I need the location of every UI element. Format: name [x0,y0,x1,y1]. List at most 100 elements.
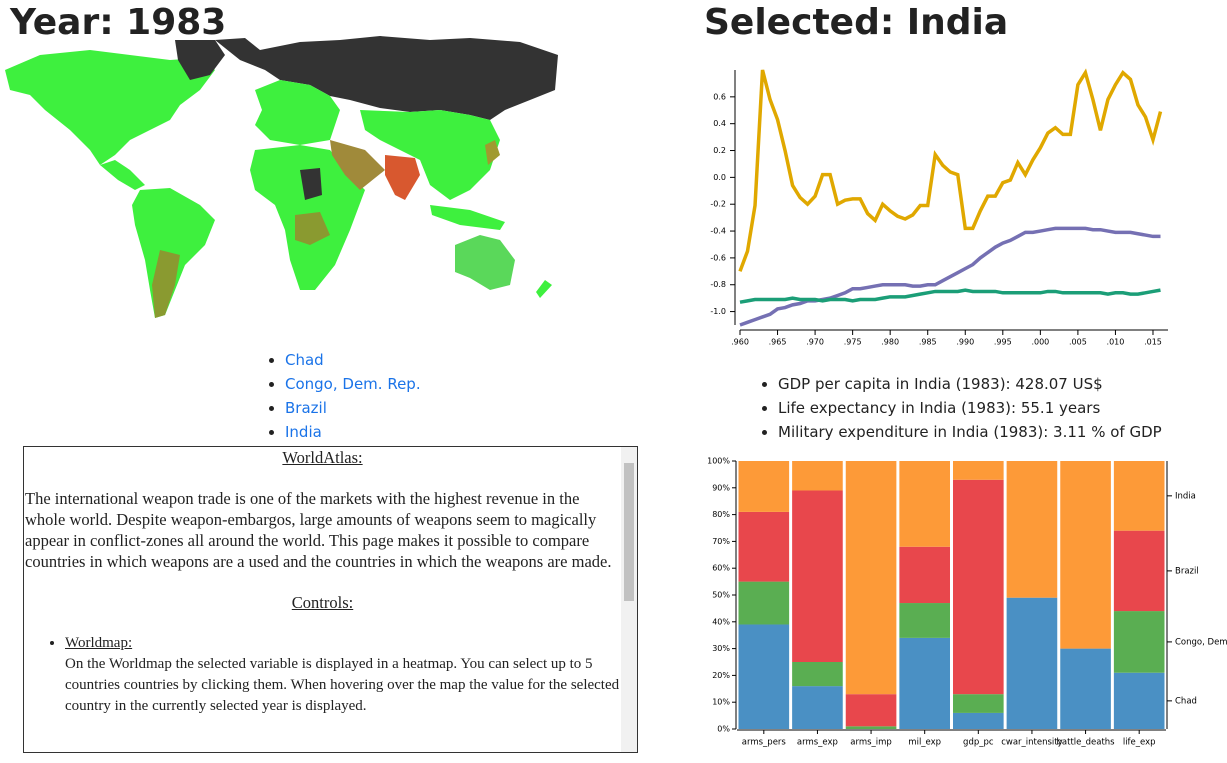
congo [295,212,330,245]
map-title: Year: 1983 [10,2,227,43]
bar-segment [953,461,1004,480]
controls-list: Worldmap: On the Worldmap the selected va… [25,633,620,717]
y-tick-label: 60% [712,564,730,573]
argentina [152,250,180,318]
y-tick-label: -0.2 [710,200,726,209]
text-box[interactable]: WorldAtlas: The international weapon tra… [23,446,638,753]
y-tick-label: 50% [712,591,730,600]
info-list: GDP per capita in India (1983): 428.07 U… [778,372,1162,444]
x-tick-label: .995 [994,338,1012,347]
y-tick-label: -1.0 [710,307,726,316]
bar-segment [1113,530,1165,612]
bar-segment [953,712,1004,729]
x-tick-label: .965 [769,338,787,347]
country-item: India [285,420,421,444]
scroll-thumb[interactable] [624,463,634,601]
intro: The international weapon trade is one of… [25,489,612,571]
y-tick-label: 20% [712,671,730,680]
bar-segment [738,624,790,729]
controls-heading: Controls: [291,593,354,612]
x-tick-label: .015 [1144,338,1162,347]
y-tick-label: 0.4 [713,119,726,128]
x-tick-label: .970 [806,338,824,347]
country-item: Chad [285,348,421,372]
bar-segment [845,694,897,727]
japan [485,140,500,165]
bar-segment [738,511,790,582]
text-content: WorldAtlas: The international weapon tra… [24,447,620,717]
x-tick-label: life_exp [1123,738,1156,748]
bar-segment [792,490,843,662]
y-tick-label: -0.6 [710,253,726,262]
middle-east [330,140,385,190]
x-tick-label: .000 [1031,338,1049,347]
x-tick-label: .975 [844,338,862,347]
y-tick-label: 40% [712,617,730,626]
bar-segment [1006,597,1058,729]
country-item: Congo, Dem. Rep. [285,372,421,396]
bar-segment [1060,648,1111,729]
x-tick-label: gdp_pc [963,738,994,748]
y-tick-label: -0.8 [710,280,726,289]
north-america [5,50,215,165]
x-tick-label: .980 [881,338,899,347]
x-tick-label: mil_exp [908,738,941,748]
control-item: Worldmap: On the Worldmap the selected va… [65,633,620,717]
bar-segment [1113,672,1165,729]
india [385,155,420,200]
x-tick-label: arms_exp [797,738,838,748]
greenland [175,40,225,80]
bar-segment [899,637,950,729]
x-tick-label: .985 [919,338,937,347]
bar-segment [792,686,843,729]
bar-segment [792,662,843,687]
central-america [100,160,145,190]
control-text: On the Worldmap the selected variable is… [65,656,620,714]
country-item: Brazil [285,396,421,420]
bar-segment [845,726,897,729]
line-series [739,226,1161,327]
y-tick-label: 30% [712,644,730,653]
russia [215,36,558,120]
bar-segment [899,603,950,638]
bar-segment [1113,461,1165,531]
x-tick-label: .990 [956,338,974,347]
x-tick-label: battle_deaths [1057,738,1116,748]
line-series [738,68,1163,272]
y-tick-label: 90% [712,483,730,492]
indonesia [430,205,505,230]
y-tick-label: 70% [712,537,730,546]
y-tick-label: 0.2 [713,146,726,155]
country-link[interactable]: India [285,423,322,441]
new-zealand [536,280,552,298]
info-item: GDP per capita in India (1983): 428.07 U… [778,372,1162,396]
x-tick-label: arms_imp [850,738,892,748]
bar-segment [899,546,950,604]
bar-segment [792,461,843,491]
bar-segment [1006,461,1058,598]
series-label: Congo, Dem. Rep. [1175,637,1227,647]
x-tick-label: .010 [1107,338,1125,347]
scrollbar[interactable] [621,447,637,752]
selected-title: Selected: India [704,2,1009,43]
bar-segment [1113,611,1165,673]
bar-segment [953,694,1004,713]
series-label: India [1175,491,1196,501]
y-tick-label: 0% [717,725,730,734]
country-link[interactable]: Congo, Dem. Rep. [285,375,421,393]
bar-segment [1060,461,1111,649]
africa-dark [300,168,322,200]
country-link[interactable]: Brazil [285,399,327,417]
world-map [5,36,558,318]
y-tick-label: 0.6 [713,92,726,101]
info-item: Life expectancy in India (1983): 55.1 ye… [778,396,1162,420]
bar-segment [738,581,790,625]
x-tick-label: .960 [731,338,749,347]
x-tick-label: arms_pers [742,738,787,748]
selected-countries: Chad Congo, Dem. Rep. Brazil India [285,348,421,444]
x-tick-label: .005 [1069,338,1087,347]
bar-segment [899,461,950,547]
australia [455,235,515,290]
country-link[interactable]: Chad [285,351,324,369]
